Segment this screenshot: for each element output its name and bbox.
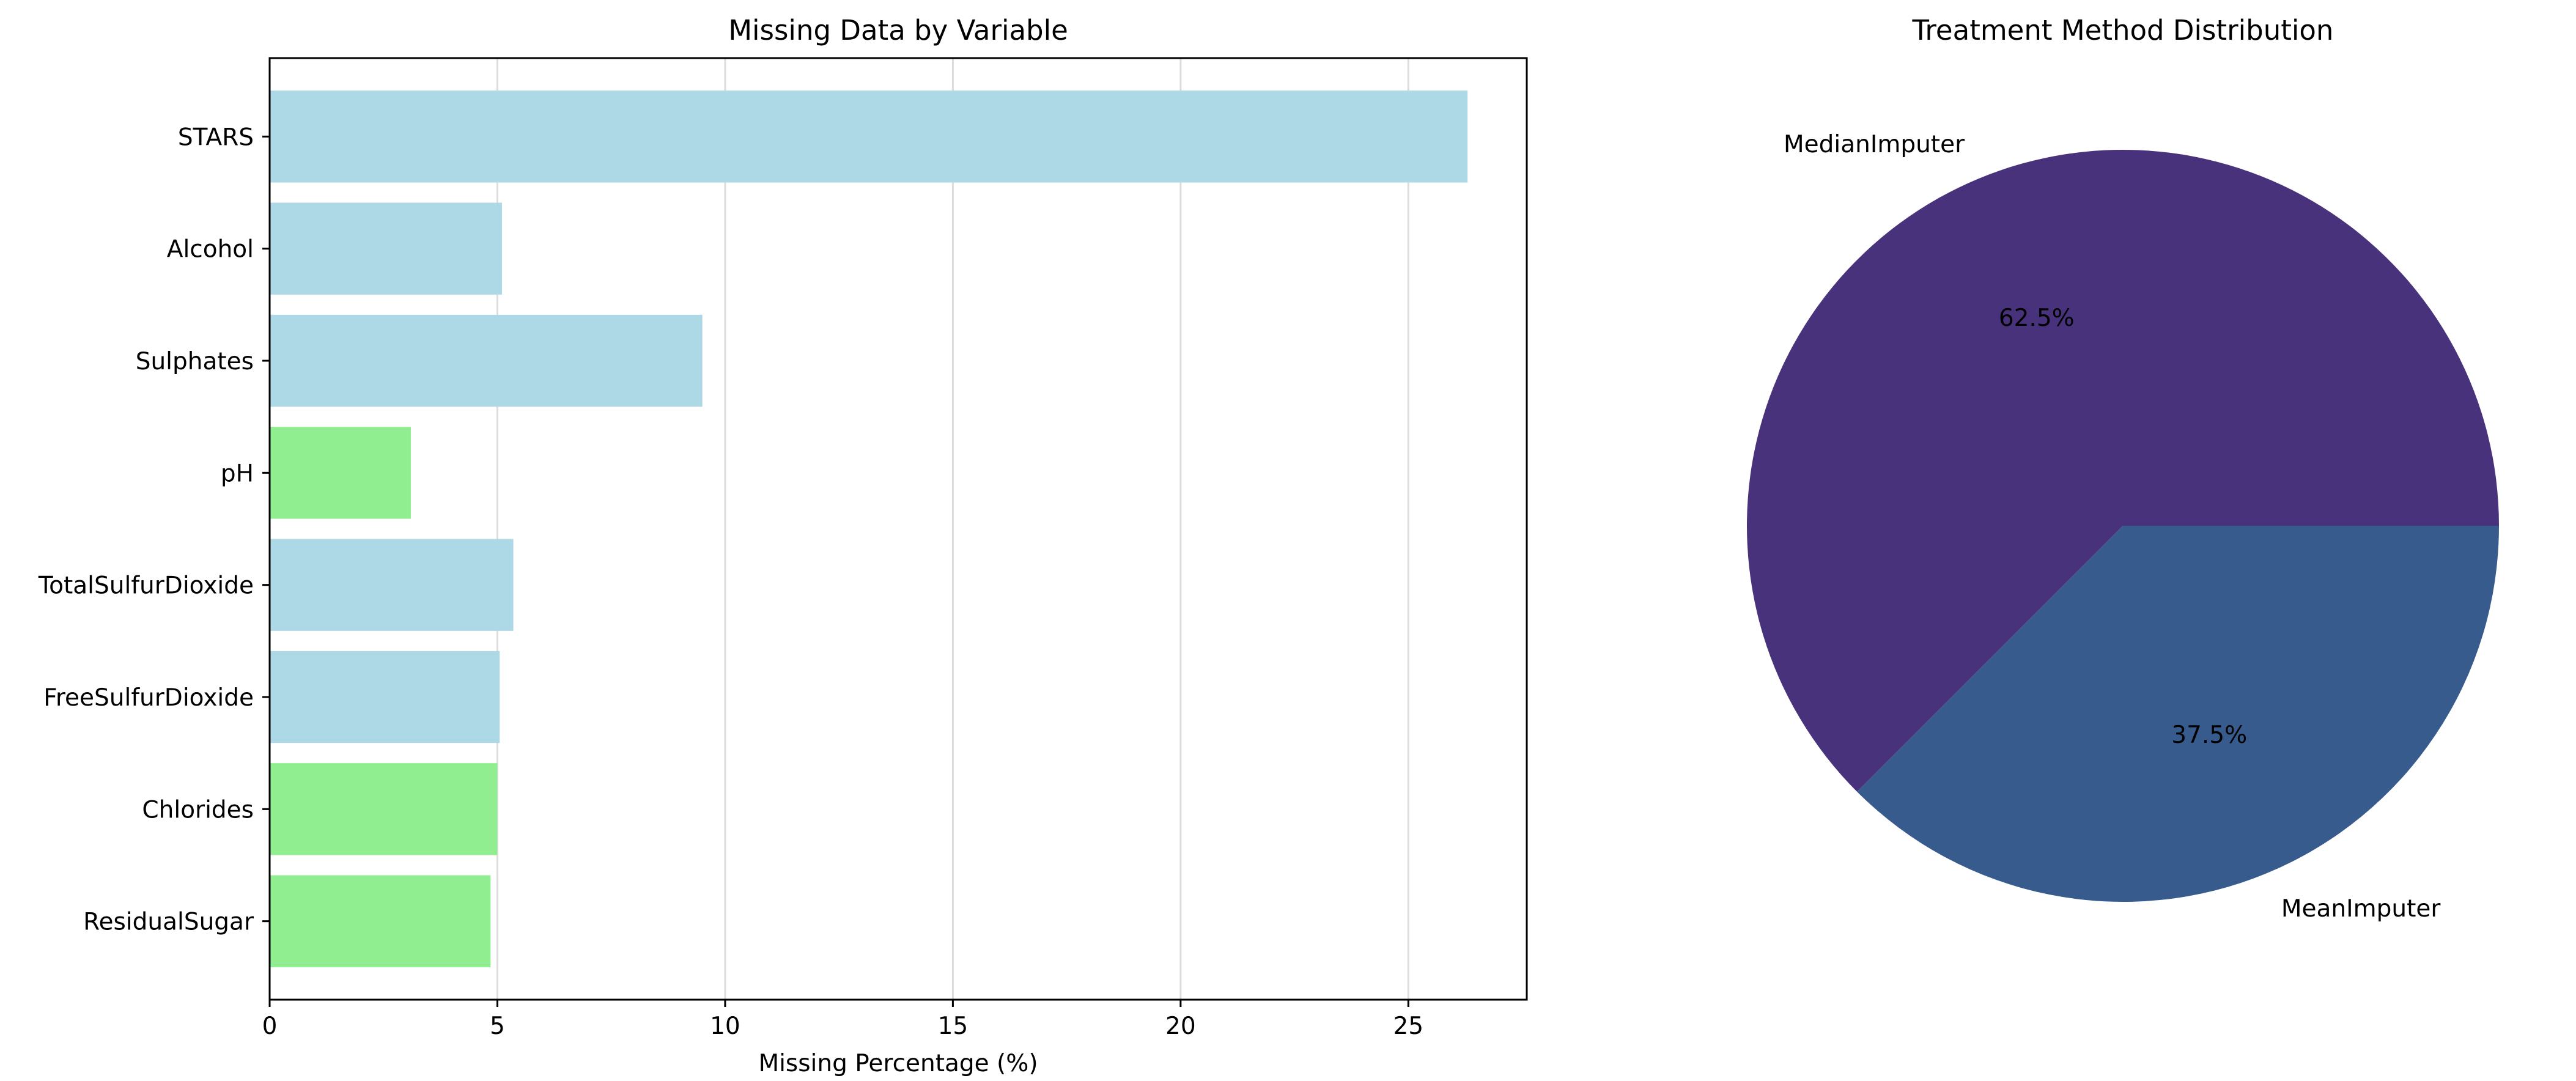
bar-residualsugar xyxy=(270,875,491,967)
x-tick-label-15: 15 xyxy=(938,1013,969,1040)
bar-chart-title: Missing Data by Variable xyxy=(728,14,1068,46)
x-tick-label-20: 20 xyxy=(1165,1013,1196,1040)
y-tick-label-freesulfurdioxide: FreeSulfurDioxide xyxy=(43,684,254,712)
x-tick-label-25: 25 xyxy=(1393,1013,1423,1040)
y-tick-label-sulphates: Sulphates xyxy=(136,348,254,375)
x-tick-label-10: 10 xyxy=(710,1013,740,1040)
bar-chart-plot-frame xyxy=(268,57,1528,1001)
x-tick-label-0: 0 xyxy=(262,1013,278,1040)
bar-freesulfurdioxide xyxy=(270,651,500,743)
bar-chlorides xyxy=(270,763,498,855)
pie-chart: Treatment Method Distribution MedianImpu… xyxy=(1747,14,2499,923)
bar-sulphates xyxy=(270,314,703,407)
pie-chart-labels: MedianImputer 62.5% MeanImputer 37.5% xyxy=(1784,131,2441,923)
pie-chart-title: Treatment Method Distribution xyxy=(1912,14,2334,46)
y-tick-label-alcohol: Alcohol xyxy=(167,236,254,264)
y-tick-label-totalsulfurdioxide: TotalSulfurDioxide xyxy=(38,572,254,600)
y-tick-label-ph: pH xyxy=(221,460,254,487)
x-tick-label-5: 5 xyxy=(490,1013,505,1040)
pie-pct-meanimputer: 37.5% xyxy=(2171,721,2247,749)
bar-chart: Missing Data by Variable STARS Alcohol Sul… xyxy=(38,14,1528,1077)
bar-totalsulfurdioxide xyxy=(270,539,514,631)
bar-alcohol xyxy=(270,202,502,295)
bar-chart-x-axis: 0 5 10 15 20 25 xyxy=(262,1000,1423,1040)
y-tick-label-stars: STARS xyxy=(178,124,254,151)
pie-slice-meanimputer xyxy=(1857,526,2499,902)
pie-label-medianimputer: MedianImputer xyxy=(1784,131,1965,158)
bar-ph xyxy=(270,427,411,519)
bar-chart-bars xyxy=(270,90,1468,967)
bar-stars xyxy=(270,90,1468,183)
pie-slice-medianimputer xyxy=(1747,149,2499,792)
y-tick-label-residualsugar: ResidualSugar xyxy=(83,909,254,936)
y-tick-label-chlorides: Chlorides xyxy=(142,796,254,824)
pie-pct-medianimputer: 62.5% xyxy=(1999,304,2075,332)
bar-chart-y-axis: STARS Alcohol Sulphates pH TotalSulfurDioxid… xyxy=(38,124,270,936)
pie-chart-slices xyxy=(1747,149,2499,902)
pie-label-meanimputer: MeanImputer xyxy=(2281,895,2441,923)
bar-chart-x-axis-label: Missing Percentage (%) xyxy=(758,1050,1038,1077)
